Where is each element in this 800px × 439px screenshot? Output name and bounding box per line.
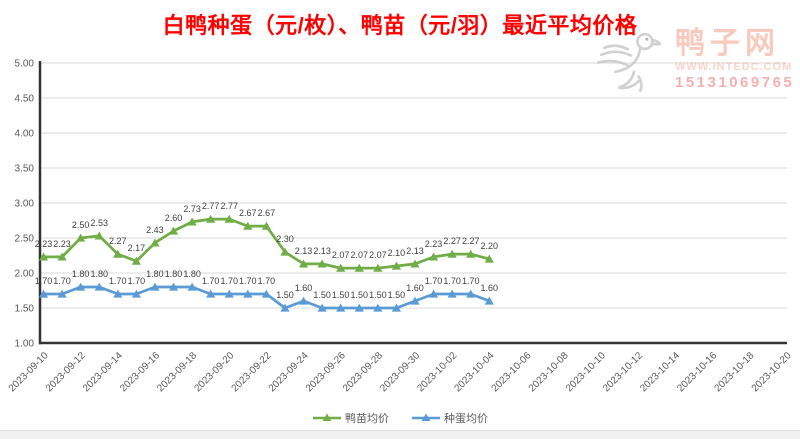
price-line-chart: 5.00 4.50 4.00 3.50 3.00 2.50 2.00 1.50 1.00 2023… xyxy=(7,59,794,395)
svg-text:1.80: 1.80 xyxy=(72,269,90,279)
svg-text:3.50: 3.50 xyxy=(15,164,35,175)
svg-text:2.43: 2.43 xyxy=(146,225,164,235)
svg-text:2.50: 2.50 xyxy=(15,234,35,245)
svg-text:1.60: 1.60 xyxy=(406,283,424,293)
svg-text:2.07: 2.07 xyxy=(351,250,369,260)
svg-text:1.50: 1.50 xyxy=(369,290,387,300)
svg-text:2.23: 2.23 xyxy=(35,239,53,249)
svg-text:1.50: 1.50 xyxy=(332,290,350,300)
svg-text:2.20: 2.20 xyxy=(481,241,499,251)
svg-text:2.60: 2.60 xyxy=(165,213,183,223)
svg-text:2.13: 2.13 xyxy=(295,246,313,256)
svg-text:1.00: 1.00 xyxy=(15,339,35,350)
svg-text:2.13: 2.13 xyxy=(406,246,424,256)
svg-text:1.70: 1.70 xyxy=(128,276,146,286)
svg-text:2.77: 2.77 xyxy=(220,201,238,211)
svg-text:1.50: 1.50 xyxy=(388,290,406,300)
svg-text:1.70: 1.70 xyxy=(53,276,71,286)
svg-text:2.07: 2.07 xyxy=(369,250,387,260)
svg-text:1.50: 1.50 xyxy=(276,290,294,300)
bottom-separator-bar xyxy=(0,430,800,439)
legend-label-duckling-price: 鸭苗均价 xyxy=(345,413,389,425)
svg-text:4.50: 4.50 xyxy=(15,94,35,105)
svg-text:1.60: 1.60 xyxy=(481,283,499,293)
svg-text:1.80: 1.80 xyxy=(90,269,108,279)
svg-text:2.67: 2.67 xyxy=(239,208,257,218)
svg-text:2.77: 2.77 xyxy=(202,201,220,211)
svg-text:2.27: 2.27 xyxy=(109,236,127,246)
svg-text:2.73: 2.73 xyxy=(183,204,201,214)
svg-text:3.00: 3.00 xyxy=(15,199,35,210)
svg-text:2.23: 2.23 xyxy=(53,239,71,249)
svg-text:1.70: 1.70 xyxy=(220,276,238,286)
svg-text:1.80: 1.80 xyxy=(165,269,183,279)
svg-text:1.70: 1.70 xyxy=(258,276,276,286)
svg-text:2.10: 2.10 xyxy=(388,248,406,258)
svg-text:4.00: 4.00 xyxy=(15,129,35,140)
legend-line-triangle-icon xyxy=(412,413,440,421)
svg-text:1.50: 1.50 xyxy=(351,290,369,300)
chart-legend: 鸭苗均价 种蛋均价 xyxy=(0,410,800,426)
legend-label-egg-price: 种蛋均价 xyxy=(444,413,488,425)
svg-text:5.00: 5.00 xyxy=(15,59,35,70)
svg-text:2023-10-20: 2023-10-20 xyxy=(750,350,794,394)
svg-text:1.60: 1.60 xyxy=(295,283,313,293)
svg-text:1.70: 1.70 xyxy=(425,276,443,286)
svg-text:2.30: 2.30 xyxy=(276,234,294,244)
svg-text:1.70: 1.70 xyxy=(462,276,480,286)
svg-text:2.07: 2.07 xyxy=(332,250,350,260)
svg-text:1.50: 1.50 xyxy=(15,304,35,315)
legend-item-duckling-price: 鸭苗均价 xyxy=(312,410,389,426)
svg-text:2.00: 2.00 xyxy=(15,269,35,280)
svg-text:2.13: 2.13 xyxy=(313,246,331,256)
svg-text:2.27: 2.27 xyxy=(462,236,480,246)
legend-line-triangle-icon xyxy=(313,413,341,421)
page-title: 白鸭种蛋（元/枚）、鸭苗（元/羽）最近平均价格 xyxy=(162,13,638,38)
svg-text:2.67: 2.67 xyxy=(258,208,276,218)
svg-text:1.70: 1.70 xyxy=(35,276,53,286)
svg-text:1.70: 1.70 xyxy=(239,276,257,286)
svg-text:2.27: 2.27 xyxy=(443,236,461,246)
svg-text:2.53: 2.53 xyxy=(90,218,108,228)
svg-text:2.50: 2.50 xyxy=(72,220,90,230)
svg-text:1.70: 1.70 xyxy=(443,276,461,286)
svg-text:1.70: 1.70 xyxy=(109,276,127,286)
svg-text:1.80: 1.80 xyxy=(146,269,164,279)
svg-text:1.70: 1.70 xyxy=(202,276,220,286)
svg-text:1.50: 1.50 xyxy=(313,290,331,300)
svg-text:2.23: 2.23 xyxy=(425,239,443,249)
svg-text:2.17: 2.17 xyxy=(128,243,146,253)
svg-text:1.80: 1.80 xyxy=(183,269,201,279)
legend-item-egg-price: 种蛋均价 xyxy=(411,410,488,426)
